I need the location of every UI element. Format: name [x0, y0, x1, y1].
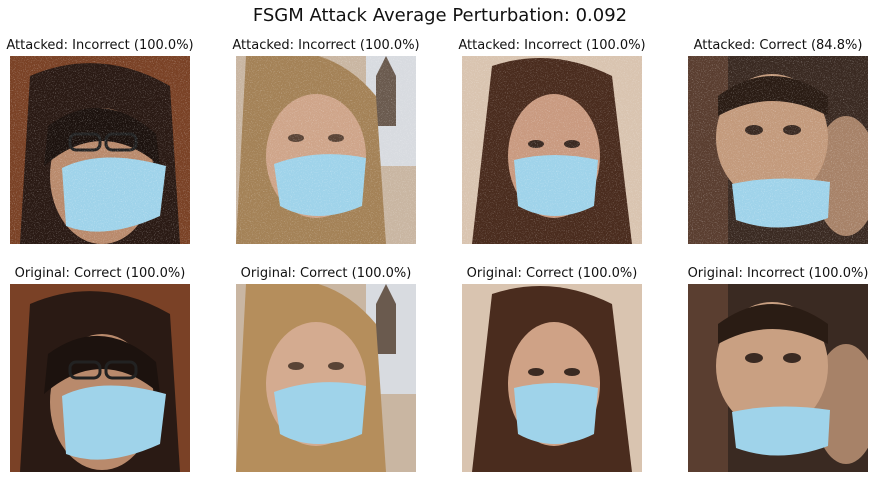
original-caption-1: Original: Correct (100.0%) [14, 266, 186, 281]
attacked-panel-1: Attacked: Incorrect (100.0%) [0, 38, 200, 248]
original-image-3 [462, 284, 642, 472]
masked-face-attacked-1 [10, 56, 190, 244]
attacked-caption-2: Attacked: Incorrect (100.0%) [232, 38, 420, 53]
attacked-caption-4: Attacked: Correct (84.8%) [693, 38, 863, 53]
original-image-1 [10, 284, 190, 472]
masked-face-original-3 [462, 284, 642, 472]
original-caption-3: Original: Correct (100.0%) [466, 266, 638, 281]
attacked-image-1 [10, 56, 190, 244]
masked-face-attacked-2 [236, 56, 416, 244]
attacked-panel-3: Attacked: Incorrect (100.0%) [452, 38, 652, 248]
attacked-image-4 [688, 56, 868, 244]
masked-face-attacked-4 [688, 56, 868, 244]
attacked-panel-4: Attacked: Correct (84.8%) [678, 38, 878, 248]
original-panel-4: Original: Incorrect (100.0%) [678, 266, 878, 476]
attacked-panel-2: Attacked: Incorrect (100.0%) [226, 38, 426, 248]
masked-face-original-1 [10, 284, 190, 472]
original-caption-4: Original: Incorrect (100.0%) [687, 266, 869, 281]
original-panel-2: Original: Correct (100.0%) [226, 266, 426, 476]
attacked-caption-3: Attacked: Incorrect (100.0%) [458, 38, 646, 53]
masked-face-attacked-3 [462, 56, 642, 244]
original-image-2 [236, 284, 416, 472]
attacked-caption-1: Attacked: Incorrect (100.0%) [6, 38, 194, 53]
original-panel-1: Original: Correct (100.0%) [0, 266, 200, 476]
original-image-4 [688, 284, 868, 472]
attacked-image-3 [462, 56, 642, 244]
attacked-image-2 [236, 56, 416, 244]
original-panel-3: Original: Correct (100.0%) [452, 266, 652, 476]
masked-face-original-4 [688, 284, 868, 472]
figure-title: FSGM Attack Average Perturbation: 0.092 [252, 5, 628, 26]
masked-face-original-2 [236, 284, 416, 472]
original-caption-2: Original: Correct (100.0%) [240, 266, 412, 281]
